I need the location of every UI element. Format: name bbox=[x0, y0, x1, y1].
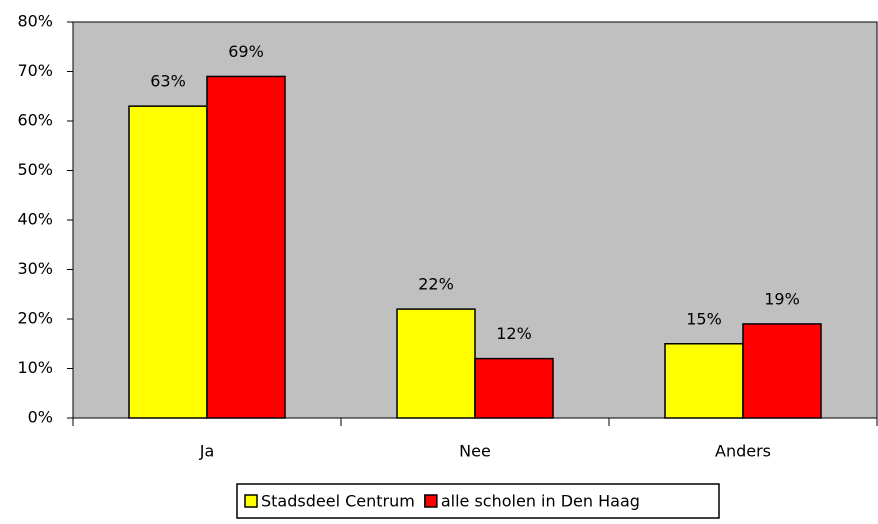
bar bbox=[742, 323, 822, 419]
x-tick-label: Ja bbox=[199, 442, 215, 461]
value-label: 22% bbox=[418, 275, 454, 294]
legend-swatch bbox=[244, 494, 258, 508]
value-label: 63% bbox=[150, 72, 186, 91]
value-label: 69% bbox=[228, 42, 264, 61]
y-tick-label: 0% bbox=[28, 408, 53, 427]
bar bbox=[474, 357, 554, 419]
value-label: 15% bbox=[686, 309, 722, 328]
legend-swatch bbox=[424, 494, 438, 508]
x-tick-label: Nee bbox=[459, 442, 491, 461]
x-tick-label: Anders bbox=[715, 442, 771, 461]
y-tick-label: 50% bbox=[17, 160, 53, 179]
y-tick-label: 30% bbox=[17, 259, 53, 278]
legend-label: Stadsdeel Centrum bbox=[261, 492, 415, 511]
y-tick-label: 20% bbox=[17, 309, 53, 328]
value-label: 19% bbox=[764, 289, 800, 308]
y-tick-label: 60% bbox=[17, 111, 53, 130]
legend-label: alle scholen in Den Haag bbox=[441, 492, 640, 511]
bar bbox=[128, 105, 208, 419]
bar bbox=[206, 75, 286, 419]
y-tick-label: 70% bbox=[17, 61, 53, 80]
value-label: 12% bbox=[496, 324, 532, 343]
bar bbox=[664, 343, 744, 419]
y-tick-label: 40% bbox=[17, 210, 53, 229]
legend bbox=[236, 483, 720, 519]
y-tick-label: 10% bbox=[17, 358, 53, 377]
bar bbox=[396, 308, 476, 419]
y-tick-label: 80% bbox=[17, 12, 53, 31]
